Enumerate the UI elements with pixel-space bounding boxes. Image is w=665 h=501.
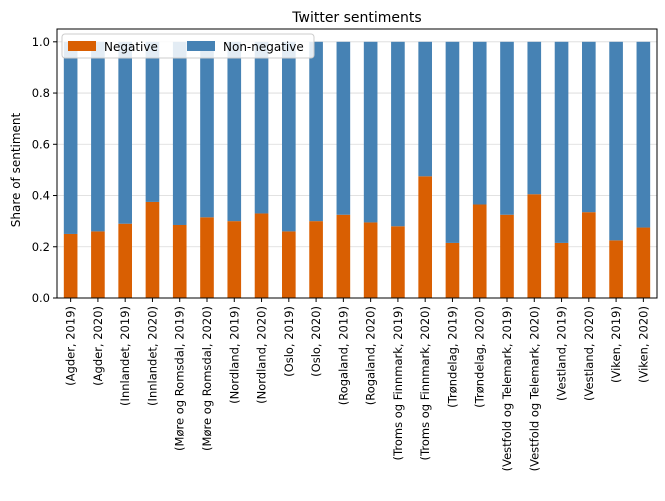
bar-negative	[500, 214, 514, 298]
y-tick-label: 0.6	[32, 137, 50, 151]
bar-non-negative	[472, 41, 487, 205]
x-tick-label: (Agder, 2020)	[91, 306, 105, 386]
bar-non-negative	[282, 41, 296, 232]
bar-negative	[582, 212, 596, 298]
y-tick-label: 1.0	[32, 35, 50, 49]
x-tick-label: (Viken, 2020)	[636, 306, 650, 383]
y-axis: 0.0 0.2 0.4 0.6 0.8 1.0	[32, 35, 57, 305]
bar-non-negative	[527, 41, 542, 195]
bar-negative	[118, 223, 132, 298]
bar-non-negative	[336, 41, 351, 215]
y-axis-label: Share of sentiment	[9, 112, 23, 227]
bar-negative	[336, 214, 351, 298]
x-tick-label: (Rogaland, 2019)	[336, 306, 350, 405]
y-tick-label: 0.4	[32, 189, 50, 203]
x-tick-label: (Troms og Finnmark, 2019)	[391, 306, 405, 460]
x-tick-label: (Viken, 2019)	[609, 306, 623, 383]
x-tick-label: (Vestfold og Telemark, 2019)	[500, 306, 514, 471]
x-tick-label: (Trøndelag, 2019)	[445, 306, 459, 408]
legend: Negative Non-negative	[61, 33, 315, 59]
x-tick-label: (Oslo, 2019)	[282, 306, 296, 377]
bar-non-negative	[172, 41, 187, 225]
bar-non-negative	[500, 41, 514, 215]
bar-non-negative	[391, 41, 405, 227]
x-tick-label: (Møre og Romsdal, 2020)	[200, 306, 214, 451]
bar-non-negative	[609, 41, 623, 241]
x-tick-label: (Agder, 2019)	[64, 306, 78, 386]
bar-negative	[254, 213, 269, 298]
bar-negative	[200, 217, 214, 298]
bar-non-negative	[91, 41, 105, 232]
x-tick-label: (Vestland, 2020)	[582, 306, 596, 401]
bar-non-negative	[418, 41, 432, 177]
plot-frame	[56, 28, 658, 299]
x-tick-label: (Møre og Romsdal, 2019)	[173, 306, 187, 451]
bar-non-negative	[118, 41, 132, 224]
x-tick-label: (Vestfold og Telemark, 2020)	[527, 306, 541, 471]
x-tick-label: (Troms og Finnmark, 2020)	[418, 306, 432, 460]
x-tick-label: (Oslo, 2020)	[309, 306, 323, 377]
bar-negative	[145, 201, 160, 298]
bar-non-negative	[254, 41, 269, 214]
bar-non-negative	[445, 41, 460, 243]
bar-negative	[527, 194, 542, 298]
bar-negative	[554, 242, 569, 298]
bar-negative	[472, 204, 487, 298]
x-tick-label: (Innlandet, 2020)	[145, 306, 159, 406]
bar-negative	[282, 231, 296, 298]
bar-negative	[309, 221, 323, 298]
bar-non-negative	[63, 41, 78, 234]
x-tick-label: (Innlandet, 2019)	[118, 306, 132, 406]
x-tick-label: (Rogaland, 2020)	[364, 306, 378, 405]
x-tick-label: (Nordland, 2020)	[255, 306, 269, 404]
bar-non-negative	[582, 41, 596, 213]
y-tick-label: 0.2	[32, 240, 50, 254]
bar-negative	[609, 240, 623, 298]
bar-non-negative	[636, 41, 651, 228]
x-axis: (Agder, 2019) (Agder, 2020) (Innlandet, 20…	[64, 298, 650, 471]
bar-negative	[391, 226, 405, 298]
y-tick-label: 0.0	[32, 291, 50, 305]
x-tick-label: (Vestland, 2019)	[555, 306, 569, 401]
bar-negative	[63, 233, 78, 298]
bars	[63, 41, 651, 298]
bar-non-negative	[309, 41, 323, 222]
bar-negative	[227, 221, 242, 298]
bar-negative	[445, 242, 460, 298]
bar-negative	[418, 176, 432, 298]
bar-non-negative	[363, 41, 378, 223]
bar-negative	[636, 227, 651, 298]
legend-label-negative: Negative	[104, 40, 158, 54]
bar-non-negative	[554, 41, 569, 243]
legend-swatch-non-negative	[187, 41, 215, 51]
y-tick-label: 0.8	[32, 86, 50, 100]
bar-non-negative	[145, 41, 160, 202]
bar-negative	[363, 222, 378, 298]
bar-non-negative	[227, 41, 242, 222]
bar-negative	[172, 224, 187, 298]
bar-non-negative	[200, 41, 214, 218]
legend-swatch-negative	[68, 41, 96, 51]
bar-negative	[91, 231, 105, 298]
x-tick-label: (Nordland, 2019)	[227, 306, 241, 404]
legend-label-non-negative: Non-negative	[223, 40, 304, 54]
x-tick-label: (Trøndelag, 2020)	[473, 306, 487, 408]
chart-title: Twitter sentiments	[291, 10, 421, 26]
